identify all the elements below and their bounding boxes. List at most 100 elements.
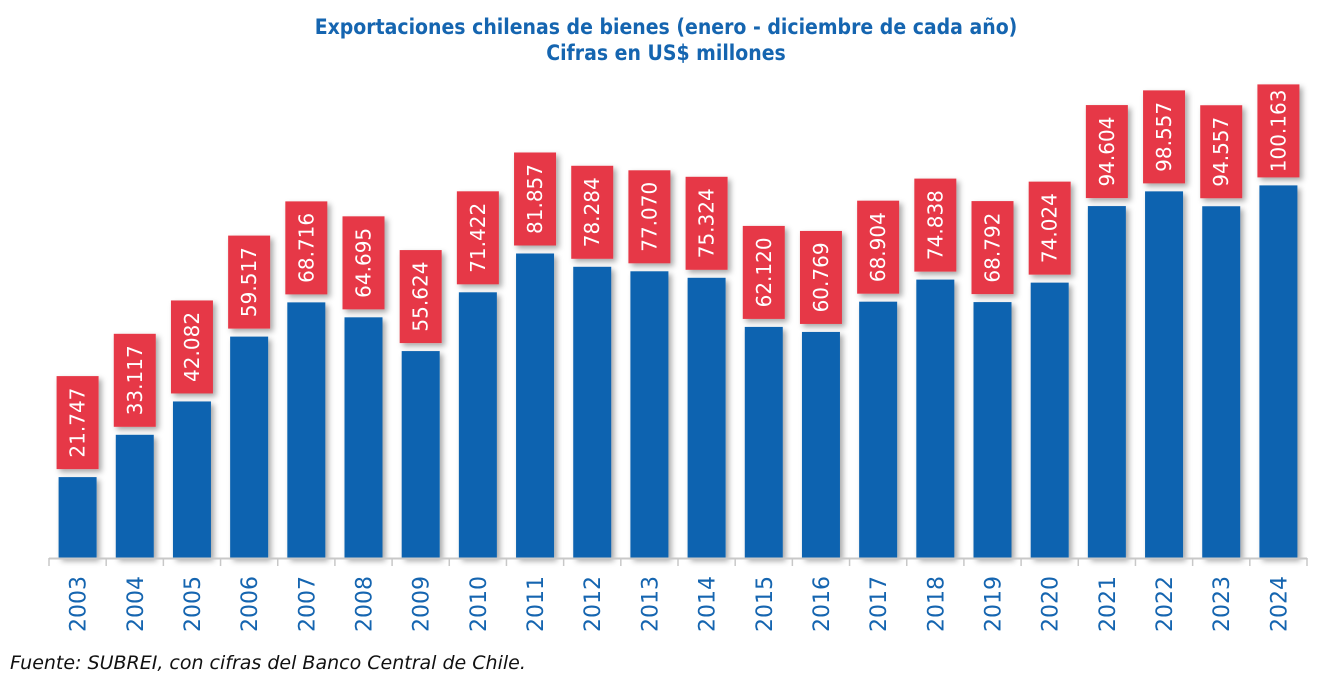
data-label-box bbox=[1085, 105, 1128, 199]
bar-2011 bbox=[516, 253, 555, 559]
data-label-box bbox=[56, 376, 99, 470]
data-label-text: 59.517 bbox=[237, 247, 261, 317]
bar-2003 bbox=[58, 477, 97, 558]
x-tick-label: 2017 bbox=[867, 576, 892, 632]
x-tick-label: 2018 bbox=[924, 576, 949, 632]
data-label-2010: 71.422 bbox=[456, 191, 499, 285]
chart-title: Exportaciones chilenas de bienes (enero … bbox=[314, 15, 1018, 39]
data-label-2014: 75.324 bbox=[685, 176, 728, 270]
bar-chart: 21.747 33.117 42.082 59.517 68.716 64.695 55.6… bbox=[48, 84, 1308, 632]
data-label-2023: 94.557 bbox=[1200, 105, 1243, 199]
data-label-2015: 62.120 bbox=[742, 225, 785, 319]
data-label-box bbox=[799, 230, 842, 324]
x-tick-label: 2013 bbox=[638, 576, 663, 632]
data-label-text: 71.422 bbox=[466, 203, 490, 273]
data-label-box bbox=[571, 165, 614, 259]
data-label-box bbox=[1257, 84, 1300, 178]
x-tick-label: 2010 bbox=[467, 576, 492, 632]
x-tick-label: 2011 bbox=[524, 576, 549, 632]
x-tick-label: 2012 bbox=[581, 576, 606, 632]
data-label-box bbox=[514, 152, 557, 246]
data-label-2003: 21.747 bbox=[56, 376, 99, 470]
data-label-text: 100.163 bbox=[1266, 90, 1290, 173]
x-tick-label: 2021 bbox=[1096, 576, 1121, 632]
bar-2019 bbox=[973, 302, 1012, 558]
x-tick-label: 2023 bbox=[1210, 576, 1235, 632]
data-label-text: 68.792 bbox=[981, 213, 1005, 283]
bar-2013 bbox=[630, 271, 669, 558]
bar-2010 bbox=[458, 292, 497, 558]
x-tick-label: 2004 bbox=[124, 576, 149, 632]
source-note: Fuente: SUBREI, con cifras del Banco Cen… bbox=[10, 652, 526, 674]
data-label-text: 68.716 bbox=[294, 213, 318, 283]
x-tick-label: 2007 bbox=[295, 576, 320, 632]
data-label-box bbox=[170, 300, 213, 394]
data-label-2009: 55.624 bbox=[399, 250, 442, 344]
x-tick-label: 2005 bbox=[181, 576, 206, 632]
bar-2017 bbox=[859, 301, 898, 558]
data-label-text: 94.604 bbox=[1095, 117, 1119, 187]
data-label-text: 42.082 bbox=[180, 312, 204, 382]
bar-2023 bbox=[1202, 206, 1241, 558]
data-label-2012: 78.284 bbox=[571, 165, 614, 259]
x-tick-label: 2024 bbox=[1267, 576, 1292, 632]
bar-2005 bbox=[172, 401, 211, 558]
data-label-2011: 81.857 bbox=[514, 152, 557, 246]
data-label-text: 78.284 bbox=[580, 177, 604, 247]
data-label-2008: 64.695 bbox=[342, 216, 385, 310]
data-label-box bbox=[857, 200, 900, 294]
data-label-2004: 33.117 bbox=[113, 333, 156, 427]
data-label-box bbox=[399, 250, 442, 344]
data-label-2016: 60.769 bbox=[799, 230, 842, 324]
data-label-2022: 98.557 bbox=[1143, 90, 1186, 184]
data-label-box bbox=[914, 178, 957, 272]
data-label-2007: 68.716 bbox=[285, 201, 328, 295]
bar-2009 bbox=[401, 351, 440, 558]
data-label-box bbox=[971, 201, 1014, 295]
data-label-box bbox=[113, 333, 156, 427]
data-label-box bbox=[685, 176, 728, 270]
data-label-text: 75.324 bbox=[695, 188, 719, 258]
x-tick-label: 2003 bbox=[67, 576, 92, 632]
data-label-text: 74.838 bbox=[923, 190, 947, 260]
data-label-2017: 68.904 bbox=[857, 200, 900, 294]
chart-title-block: Exportaciones chilenas de bienes (enero … bbox=[0, 14, 1332, 66]
bar-2014 bbox=[687, 277, 726, 558]
data-label-2019: 68.792 bbox=[971, 201, 1014, 295]
bar-2022 bbox=[1145, 191, 1184, 558]
data-label-box bbox=[285, 201, 328, 295]
data-label-2005: 42.082 bbox=[170, 300, 213, 394]
data-label-box bbox=[1143, 90, 1186, 184]
x-tick-label: 2016 bbox=[810, 576, 835, 632]
x-tick-label: 2014 bbox=[696, 576, 721, 632]
data-label-box bbox=[342, 216, 385, 310]
bar-2020 bbox=[1030, 282, 1069, 558]
data-label-2020: 74.024 bbox=[1028, 181, 1071, 275]
data-label-text: 33.117 bbox=[123, 345, 147, 415]
bar-2015 bbox=[744, 326, 783, 558]
x-tick-label: 2015 bbox=[753, 576, 778, 632]
x-tick-label: 2022 bbox=[1153, 576, 1178, 632]
x-tick-label: 2008 bbox=[353, 576, 378, 632]
data-label-box bbox=[742, 225, 785, 319]
data-label-text: 64.695 bbox=[352, 228, 376, 298]
data-label-text: 94.557 bbox=[1209, 117, 1233, 187]
data-label-text: 81.857 bbox=[523, 164, 547, 234]
bars-group bbox=[58, 185, 1298, 559]
bar-2024 bbox=[1259, 185, 1298, 558]
data-label-2021: 94.604 bbox=[1085, 105, 1128, 199]
data-labels-group: 21.747 33.117 42.082 59.517 68.716 64.695 55.6… bbox=[56, 84, 1300, 470]
data-label-text: 68.904 bbox=[866, 212, 890, 282]
data-label-box bbox=[1200, 105, 1243, 199]
data-label-box bbox=[456, 191, 499, 285]
x-tick-label: 2009 bbox=[410, 576, 435, 632]
data-label-text: 21.747 bbox=[66, 388, 90, 458]
data-label-box bbox=[1028, 181, 1071, 275]
data-label-text: 62.120 bbox=[752, 237, 776, 307]
x-axis bbox=[48, 557, 1308, 566]
chart-subtitle: Cifras en US$ millones bbox=[546, 41, 786, 65]
data-label-text: 55.624 bbox=[409, 262, 433, 332]
data-label-2006: 59.517 bbox=[228, 235, 271, 329]
data-label-2024: 100.163 bbox=[1257, 84, 1300, 178]
bar-2008 bbox=[344, 317, 383, 558]
